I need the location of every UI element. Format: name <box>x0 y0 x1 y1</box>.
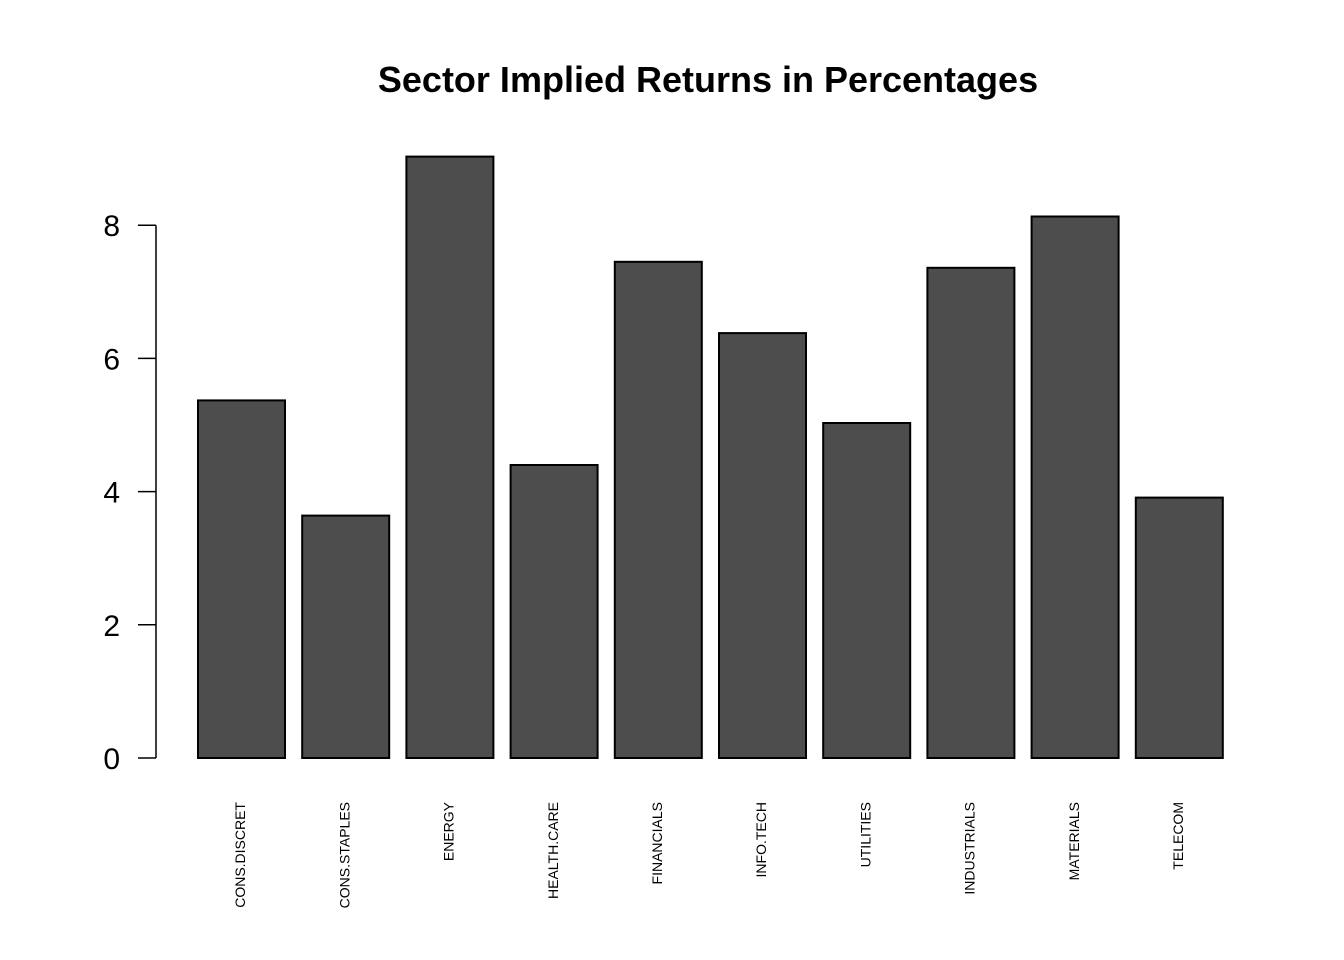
bar-cons-staples <box>301 514 391 759</box>
bar-industrials <box>926 266 1016 759</box>
x-tick-label: INDUSTRIALS <box>962 802 978 895</box>
chart-title: Sector Implied Returns in Percentages <box>378 59 1038 100</box>
x-tick-label: MATERIALS <box>1066 802 1082 880</box>
x-tick-label: CONS.DISCRET <box>232 802 248 908</box>
x-tick-label: HEALTH.CARE <box>545 802 561 899</box>
x-tick-label: UTILITIES <box>857 802 873 867</box>
x-tick-label: CONS.STAPLES <box>336 802 352 908</box>
y-tick-label: 0 <box>103 743 120 776</box>
x-tick-label: INFO.TECH <box>753 802 769 877</box>
y-tick-label: 4 <box>103 477 120 510</box>
bar-energy <box>405 155 495 760</box>
y-axis: 0 2 4 6 8 <box>103 210 157 776</box>
bar-materials <box>1030 215 1120 759</box>
bar-info-tech <box>718 332 807 759</box>
x-tick-label: ENERGY <box>441 801 457 861</box>
x-tick-label: FINANCIALS <box>649 802 665 884</box>
bar-telecom <box>1134 496 1224 759</box>
bars-group <box>197 155 1224 760</box>
bar-health-care <box>509 464 599 759</box>
x-tick-label: TELECOM <box>1170 802 1186 870</box>
y-tick-label: 2 <box>103 610 120 643</box>
x-axis-labels: CONS.DISCRET CONS.STAPLES ENERGY HEALTH.CAR… <box>232 801 1186 908</box>
y-tick-label: 8 <box>103 210 120 243</box>
bar-utilities <box>822 422 912 759</box>
bar-cons-discret <box>197 399 286 759</box>
y-tick-label: 6 <box>103 343 120 376</box>
bar-financials <box>613 260 703 759</box>
